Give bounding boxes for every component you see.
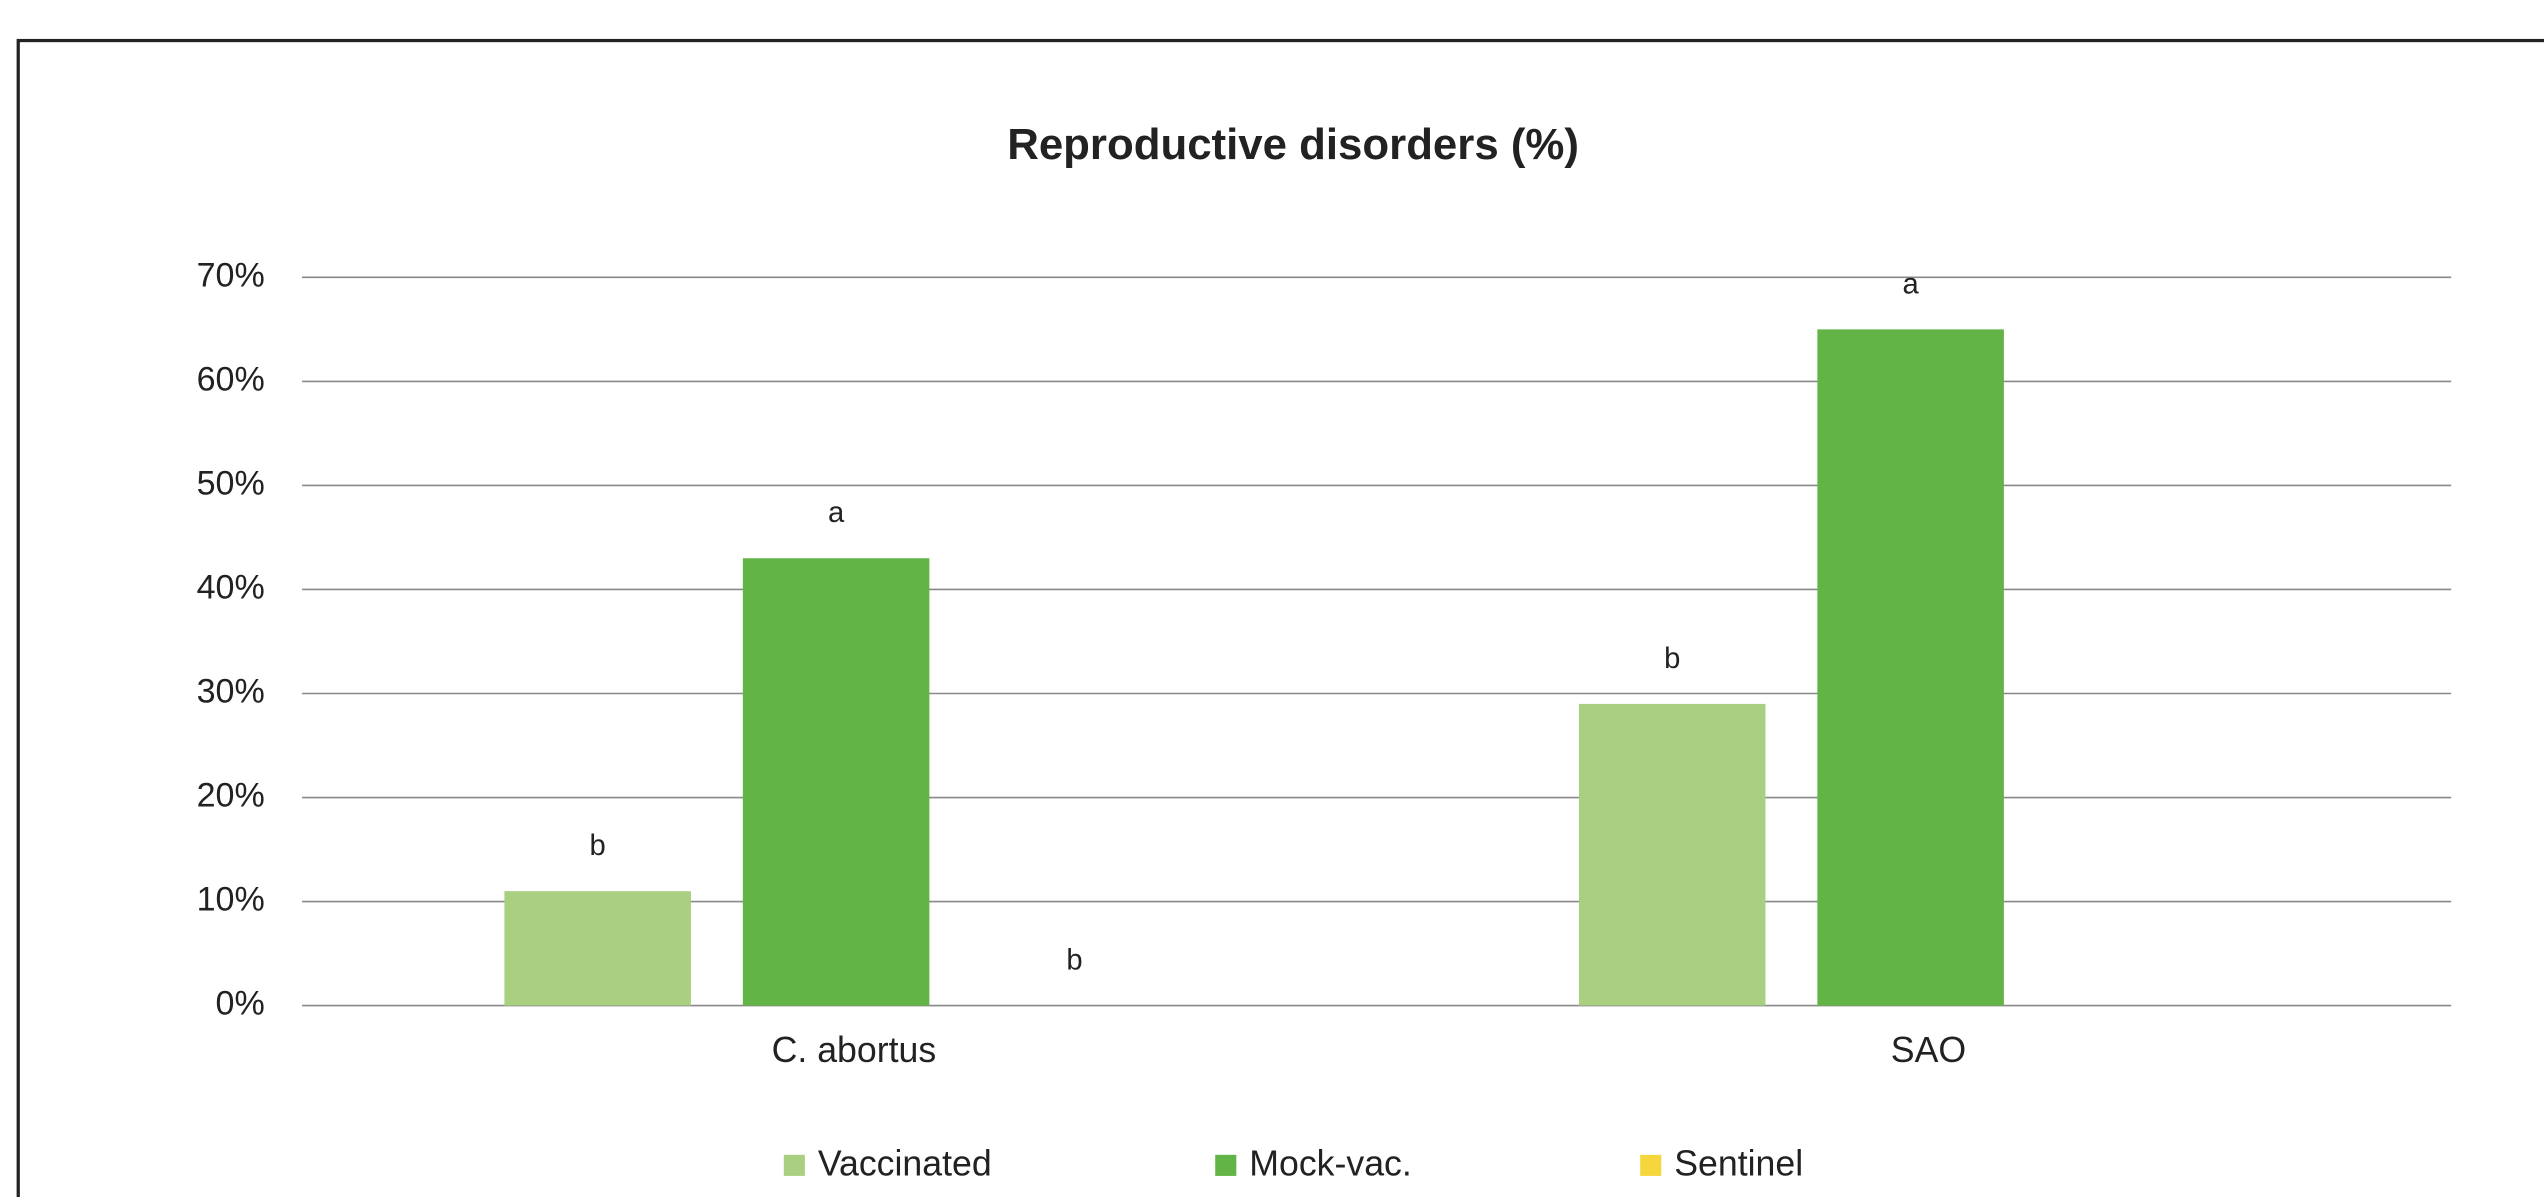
legend-label: Vaccinated: [818, 1144, 992, 1184]
legend-swatch: [783, 1154, 805, 1176]
y-tick-label: 30%: [197, 673, 265, 711]
legend-swatch: [1640, 1154, 1662, 1176]
y-tick-label: 40%: [197, 568, 265, 606]
bar: [742, 558, 930, 1006]
x-tick-label: SAO: [1891, 1030, 1966, 1070]
legend-swatch: [1215, 1154, 1237, 1176]
legend-label: Mock-vac.: [1249, 1144, 1412, 1184]
y-tick-label: 60%: [197, 360, 265, 398]
annotation: a: [1903, 268, 1920, 300]
annotation: b: [590, 830, 606, 862]
y-tick-label: 10%: [197, 881, 265, 919]
bar: [504, 891, 691, 1006]
bar: [1578, 703, 1766, 1006]
annotation: b: [1664, 643, 1680, 675]
annotation: a: [828, 497, 845, 529]
annotation: b: [1066, 945, 1082, 977]
y-tick-label: 50%: [197, 464, 265, 502]
chart-title: Reproductive disorders (%): [1007, 120, 1579, 169]
y-tick-label: 20%: [197, 777, 265, 815]
y-tick-label: 70%: [197, 256, 265, 294]
y-tick-label: 0%: [216, 985, 265, 1023]
bar: [1817, 329, 2004, 1006]
chart-frame: [16, 38, 2544, 1197]
x-tick-label: C. abortus: [772, 1030, 937, 1070]
legend-label: Sentinel: [1674, 1144, 1803, 1184]
